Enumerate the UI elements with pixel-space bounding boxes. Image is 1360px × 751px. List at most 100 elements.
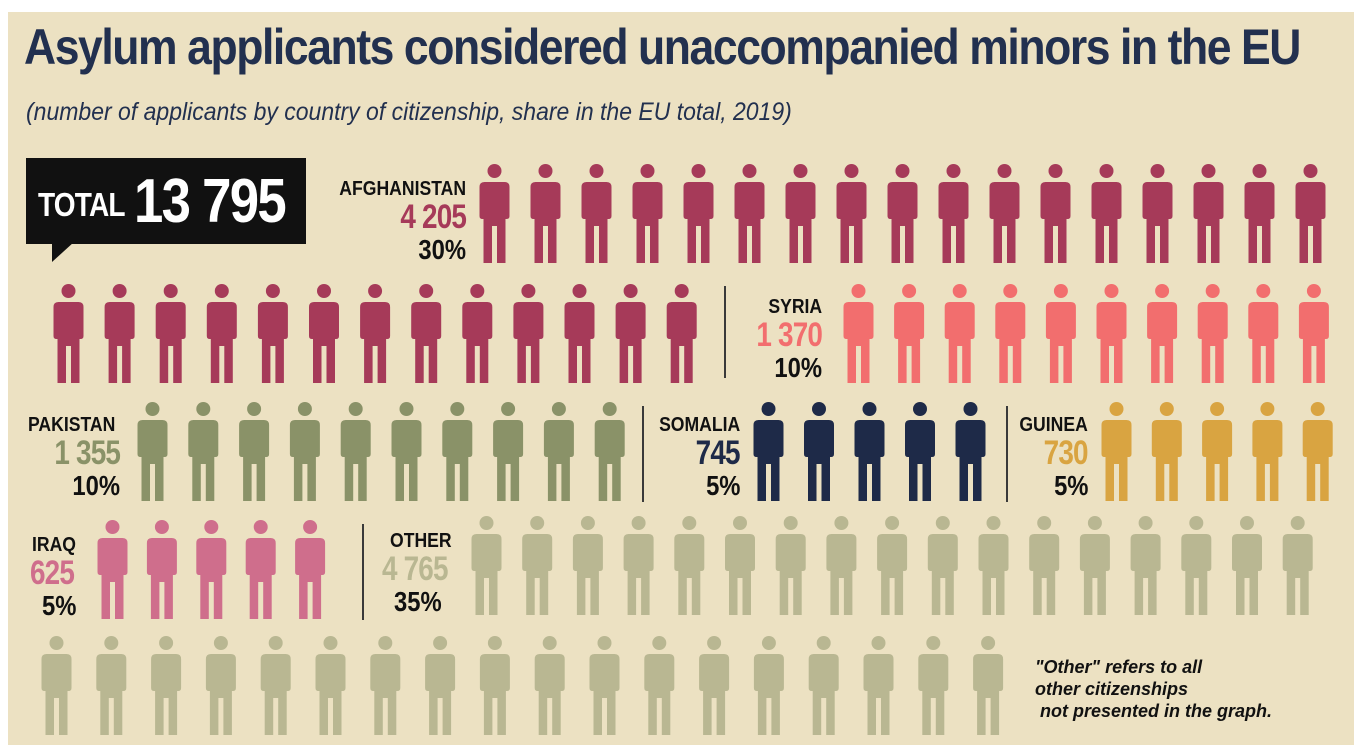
person-icon-afghanistan [309, 284, 339, 383]
person-icon-other [471, 516, 502, 615]
share-somalia: 5% [705, 470, 740, 501]
person-icon-pakistan [340, 402, 371, 501]
share-pakistan: 10% [72, 470, 120, 501]
person-icon-other [808, 636, 839, 735]
share-afghanistan: 30% [418, 234, 466, 265]
person-icon-other [644, 636, 675, 735]
person-icon-other [479, 636, 510, 735]
person-icon-afghanistan [1193, 164, 1224, 263]
person-icon-other [260, 636, 291, 735]
person-icon-other [41, 636, 72, 735]
person-icon-other [978, 516, 1009, 615]
person-icon-other [96, 636, 127, 735]
person-icon-syria [1248, 284, 1279, 383]
total-callout: TOTAL 13 795 [26, 158, 306, 262]
person-icon-other [589, 636, 620, 735]
divider-guinea [1006, 406, 1008, 502]
person-icon-other [877, 516, 908, 615]
person-icon-afghanistan [155, 284, 186, 383]
person-icon-afghanistan [1142, 164, 1173, 263]
person-icon-afghanistan [513, 284, 544, 383]
label-syria: SYRIA [768, 296, 822, 318]
person-icon-afghanistan [989, 164, 1020, 263]
person-icon-afghanistan [615, 284, 646, 383]
share-syria: 10% [774, 352, 822, 383]
person-icon-iraq [245, 520, 276, 619]
person-icon-other [826, 516, 857, 615]
person-icon-afghanistan [360, 284, 391, 383]
person-icon-afghanistan [734, 164, 765, 263]
person-icon-somalia [955, 402, 986, 501]
count-pakistan: 1 355 [54, 434, 120, 472]
divider-other [362, 524, 364, 620]
count-somalia: 745 [695, 434, 741, 472]
person-icon-other [863, 636, 894, 735]
total-value: 13 795 [134, 167, 287, 236]
person-icon-iraq [295, 520, 326, 619]
person-icon-syria [1197, 284, 1228, 383]
person-icon-somalia [854, 402, 885, 501]
person-icon-syria [1298, 284, 1329, 383]
person-icon-syria [1096, 284, 1127, 383]
person-icon-other [1130, 516, 1161, 615]
person-icon-other [1029, 516, 1060, 615]
share-guinea: 5% [1053, 470, 1088, 501]
divider-syria [724, 286, 726, 378]
person-icon-afghanistan [1295, 164, 1326, 263]
person-icon-other [522, 516, 553, 615]
person-icon-syria [995, 284, 1026, 383]
label-pakistan: PAKISTAN [28, 414, 116, 436]
person-icon-pakistan [239, 402, 270, 501]
count-afghanistan: 4 205 [400, 198, 466, 236]
person-icon-syria [944, 284, 975, 383]
person-icon-afghanistan [411, 284, 442, 383]
person-icon-afghanistan [104, 284, 135, 383]
count-iraq: 625 [30, 554, 75, 592]
person-icon-other [425, 636, 456, 735]
count-other: 4 765 [382, 550, 448, 588]
person-icon-other [1232, 516, 1262, 615]
person-icon-other [623, 516, 654, 615]
person-icon-guinea [1252, 402, 1283, 501]
person-icon-other [918, 636, 949, 735]
person-icon-afghanistan [581, 164, 612, 263]
person-icon-other [674, 516, 705, 615]
total-label: TOTAL [38, 186, 125, 223]
person-icon-other [534, 636, 565, 735]
person-icon-afghanistan [564, 284, 595, 383]
label-other: OTHER [390, 530, 452, 552]
person-icon-other [1079, 516, 1110, 615]
person-icon-pakistan [543, 402, 574, 501]
person-icon-pakistan [493, 402, 524, 501]
person-icon-afghanistan [836, 164, 867, 263]
person-icon-guinea [1302, 402, 1333, 501]
person-icon-pakistan [188, 402, 219, 501]
person-icon-other [1282, 516, 1313, 615]
share-other: 35% [394, 586, 442, 617]
person-icon-afghanistan [887, 164, 918, 263]
person-icon-syria [1045, 284, 1076, 383]
person-icon-afghanistan [206, 284, 237, 383]
person-icon-other [725, 516, 755, 615]
label-afghanistan: AFGHANISTAN [339, 178, 466, 200]
footnote: "Other" refers to all other citizenships… [1035, 657, 1273, 721]
label-guinea: GUINEA [1019, 414, 1088, 436]
person-icon-afghanistan [1040, 164, 1071, 263]
person-icon-other [1181, 516, 1212, 615]
person-icon-syria [843, 284, 874, 383]
label-somalia: SOMALIA [658, 414, 740, 436]
person-icon-afghanistan [785, 164, 816, 263]
person-icon-other [151, 636, 182, 735]
person-icon-afghanistan [632, 164, 663, 263]
person-icon-iraq [196, 520, 227, 619]
person-icon-guinea [1151, 402, 1182, 501]
count-syria: 1 370 [756, 316, 822, 354]
person-icon-afghanistan [1091, 164, 1122, 263]
person-icon-pakistan [137, 402, 168, 501]
person-icon-guinea [1202, 402, 1233, 501]
person-icon-iraq [97, 520, 128, 619]
person-icon-afghanistan [257, 284, 288, 383]
person-icon-other [205, 636, 236, 735]
chart-subtitle: (number of applicants by country of citi… [26, 98, 792, 126]
person-icon-other [973, 636, 1004, 735]
